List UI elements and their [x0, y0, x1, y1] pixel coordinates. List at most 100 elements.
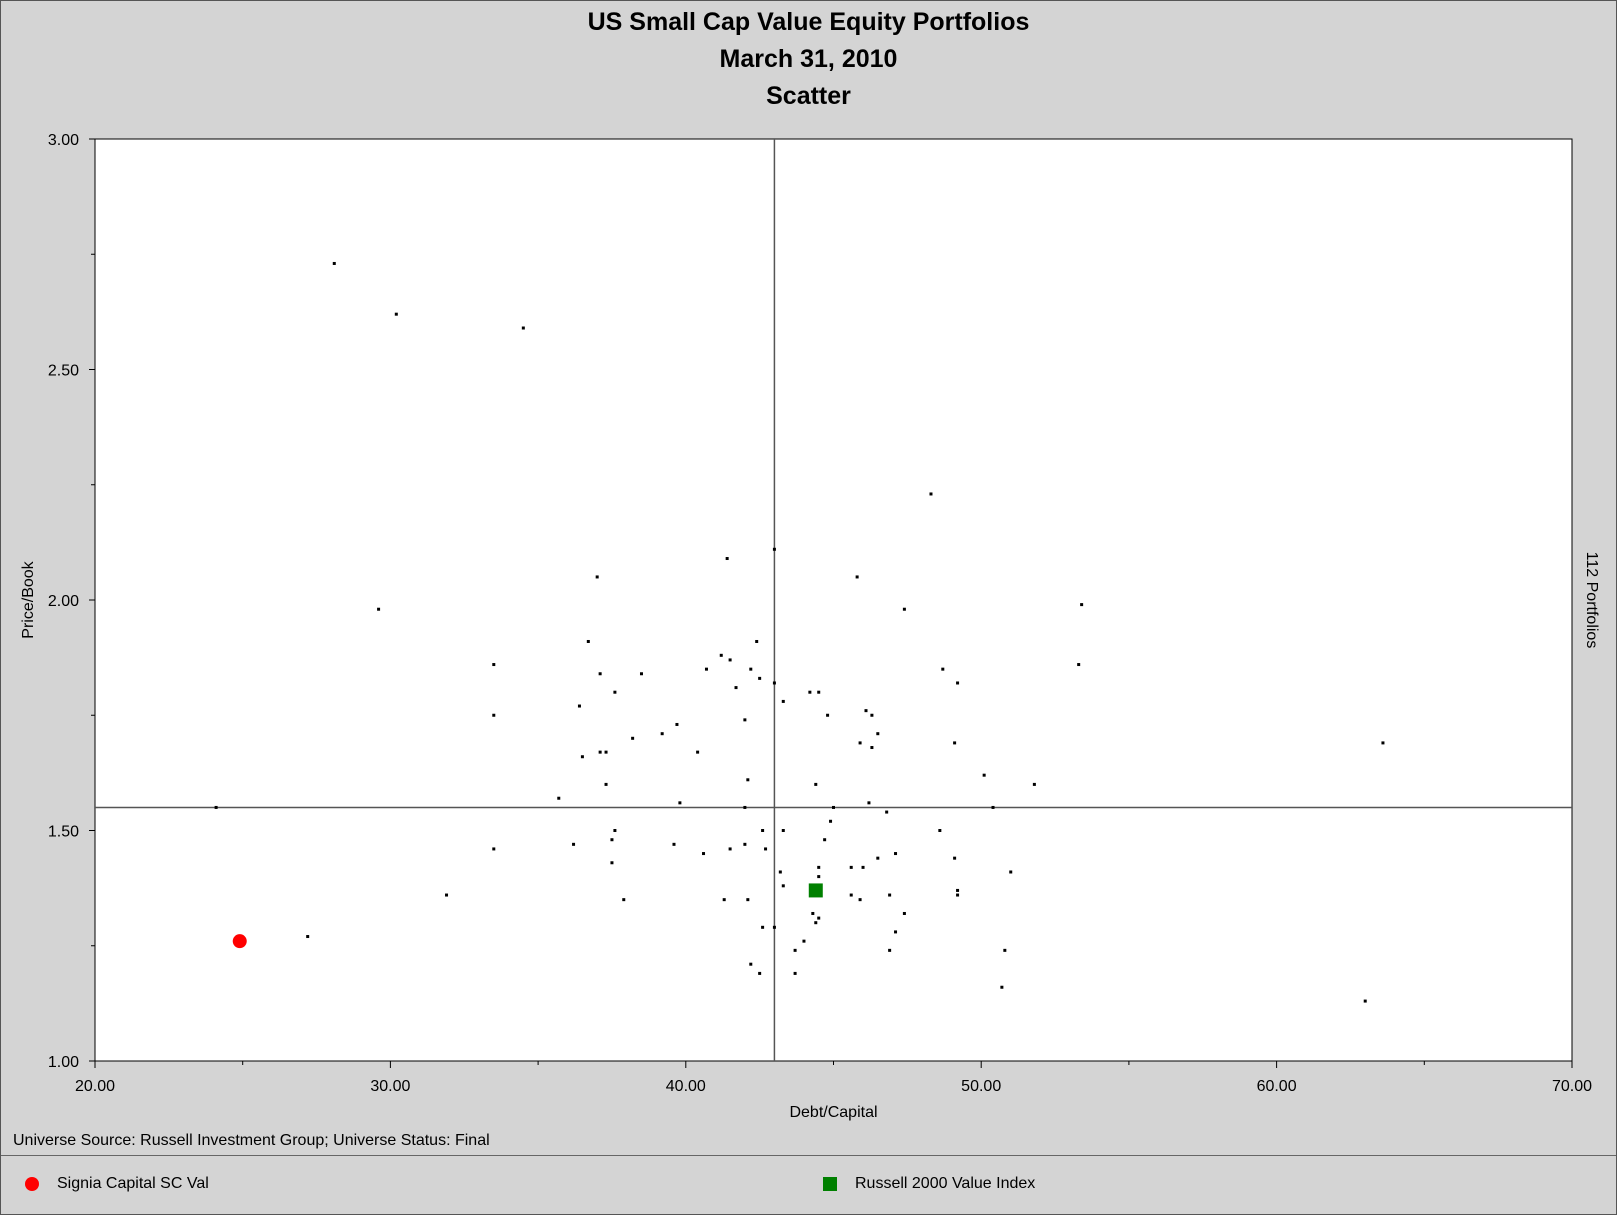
universe-point [743, 718, 747, 722]
universe-point [746, 778, 750, 782]
universe-point [778, 870, 782, 874]
universe-point [572, 842, 576, 846]
universe-point [586, 639, 590, 643]
universe-point [991, 805, 995, 809]
universe-point [855, 575, 859, 579]
universe-point [492, 847, 496, 851]
universe-point [722, 898, 726, 902]
universe-point [743, 805, 747, 809]
universe-point [832, 805, 835, 809]
universe-point [781, 829, 785, 832]
universe-point [728, 658, 732, 662]
universe-point [1363, 999, 1367, 1003]
universe-point [1000, 985, 1004, 989]
universe-point [829, 819, 833, 823]
universe-point [817, 916, 821, 920]
universe-point [982, 773, 986, 777]
universe-point [492, 663, 496, 667]
universe-point [858, 741, 862, 745]
universe-point [956, 888, 960, 892]
universe-point [678, 801, 682, 805]
plot-area [94, 138, 1573, 1062]
x-tick-label: 70.00 [1552, 1078, 1592, 1095]
universe-point [377, 607, 381, 611]
universe-point [696, 750, 700, 754]
legend-item-russell: Russell 2000 Value Index [823, 1175, 1035, 1193]
universe-point [492, 713, 496, 717]
universe-point [870, 713, 874, 717]
universe-point [746, 898, 750, 902]
y-tick-label: 2.50 [48, 363, 79, 380]
universe-point [781, 699, 785, 703]
universe-point [888, 948, 892, 952]
legend-divider [1, 1155, 1616, 1156]
portfolio-count-label: 112 Portfolios [1583, 552, 1600, 649]
universe-point [1381, 741, 1385, 745]
universe-point [598, 750, 602, 754]
chart-title: US Small Cap Value Equity Portfolios [587, 8, 1030, 36]
universe-point [793, 948, 797, 952]
universe-point [870, 746, 874, 750]
y-tick-label: 1.50 [48, 824, 79, 841]
universe-point [761, 829, 765, 832]
universe-point [867, 801, 871, 805]
universe-point [885, 810, 889, 814]
universe-point [823, 838, 827, 842]
universe-point [704, 667, 708, 671]
universe-point [758, 971, 762, 975]
universe-point [858, 898, 862, 902]
universe-point [888, 893, 892, 897]
universe-point [929, 492, 933, 496]
universe-point [814, 921, 818, 925]
x-tick-label: 30.00 [370, 1078, 410, 1095]
universe-point [814, 782, 818, 786]
universe-point [876, 856, 880, 860]
universe-point [734, 686, 738, 690]
universe-point [725, 557, 729, 561]
universe-point [902, 607, 906, 611]
universe-point [761, 925, 765, 929]
universe-point [861, 865, 865, 869]
universe-point [521, 326, 525, 330]
universe-point [631, 736, 635, 740]
x-tick-label: 50.00 [961, 1078, 1001, 1095]
universe-point [1003, 948, 1007, 952]
universe-point [613, 690, 617, 694]
universe-point [214, 805, 218, 809]
universe-point [849, 893, 853, 897]
universe-point [580, 755, 584, 759]
universe-point [719, 653, 723, 657]
universe-point [941, 667, 945, 671]
universe-point [595, 575, 599, 579]
universe-point [613, 829, 617, 832]
universe-point [1080, 603, 1084, 607]
universe-point [808, 690, 812, 694]
x-axis-label: Debt/Capital [789, 1104, 877, 1121]
universe-point [604, 750, 608, 754]
universe-point [956, 893, 960, 897]
universe-point [902, 911, 906, 915]
universe-point [728, 847, 732, 851]
universe-point [953, 856, 957, 860]
chart-subtitle-type: Scatter [766, 82, 851, 110]
series-point-2 [808, 883, 823, 898]
universe-point [639, 672, 643, 676]
universe-point [772, 681, 776, 685]
universe-point [764, 847, 768, 851]
universe-point [817, 875, 821, 879]
universe-point [772, 547, 776, 551]
universe-point [894, 930, 898, 934]
universe-point [793, 971, 797, 975]
universe-point [826, 713, 830, 717]
universe-point [604, 782, 608, 786]
universe-point [894, 852, 898, 856]
universe-point [702, 852, 706, 856]
y-tick-label: 2.00 [48, 593, 79, 610]
universe-point [445, 893, 449, 897]
universe-point [1009, 870, 1013, 874]
universe-point [953, 741, 957, 745]
chart-subtitle-date: March 31, 2010 [719, 45, 898, 73]
universe-point [876, 732, 880, 736]
universe-point [772, 925, 776, 929]
